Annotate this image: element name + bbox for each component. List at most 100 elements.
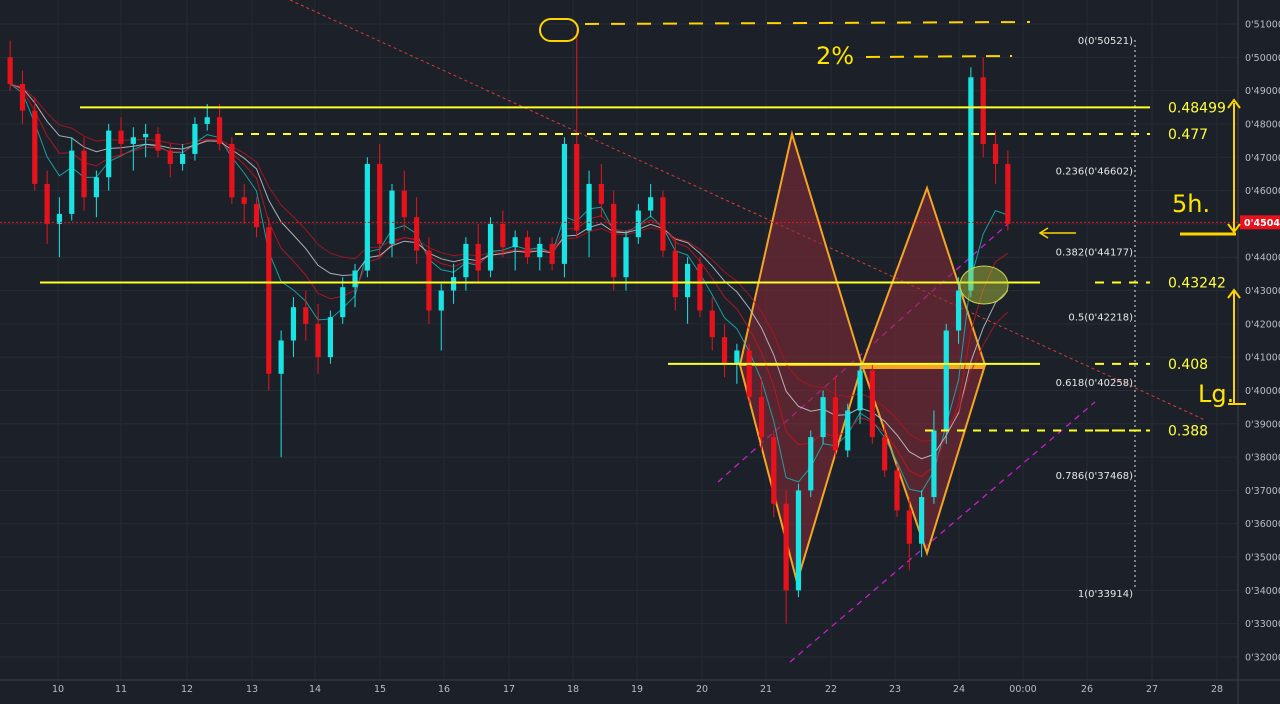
candle-body: [32, 110, 38, 184]
fib-label: 0.382(0'44177): [1056, 247, 1133, 258]
fib-label: 0.618(0'40258): [1056, 378, 1133, 389]
candle-body: [266, 227, 272, 374]
fib-label: 0(0'50521): [1078, 36, 1133, 47]
candle-body: [512, 237, 518, 248]
x-tick-label: 11: [115, 684, 127, 695]
candle-body: [229, 143, 235, 198]
high-circle: [539, 18, 579, 42]
moving-average-line: [10, 83, 1009, 442]
fib-label: 0.236(0'46602): [1056, 167, 1133, 178]
candle-body: [500, 223, 506, 248]
candle-body: [955, 290, 962, 331]
candle-body: [167, 150, 173, 164]
candle-body: [303, 307, 309, 324]
candle-body: [130, 137, 136, 144]
candle-body: [7, 57, 13, 84]
level-label: 0.408: [1168, 357, 1208, 373]
x-tick-label: 19: [631, 684, 643, 695]
candle-body: [919, 497, 925, 544]
high-dashed-line: [584, 21, 1031, 25]
candle-body: [721, 337, 728, 364]
candle-body: [832, 397, 839, 451]
short-arrow-head: [1227, 223, 1241, 234]
candle-body: [253, 203, 260, 228]
candle-body: [143, 133, 149, 138]
candle-body: [179, 153, 186, 164]
candle-body: [684, 263, 691, 298]
candle-body: [426, 250, 432, 311]
candle-body: [968, 77, 974, 291]
moving-average-line: [9, 83, 1008, 493]
last-price-badge: [1240, 215, 1280, 230]
candle-body: [278, 340, 284, 374]
candle-body: [648, 197, 654, 211]
candle-body: [697, 263, 703, 311]
candle-body: [192, 123, 198, 154]
x-tick-label: 27: [1146, 684, 1158, 695]
x-tick-label: 23: [889, 684, 901, 695]
candle-body: [709, 310, 715, 338]
x-tick-label: 13: [246, 684, 258, 695]
x-tick-label: 24: [953, 684, 965, 695]
candle-body: [290, 307, 297, 341]
pattern-triangle-upper: [738, 130, 864, 366]
candle-body: [561, 143, 568, 264]
x-tick-label: 10: [52, 684, 64, 695]
long-arrow-head: [1227, 288, 1241, 299]
candle-body: [81, 150, 87, 198]
x-tick-label: 28: [1211, 684, 1223, 695]
candle-body: [487, 223, 494, 271]
candle-body: [882, 437, 888, 471]
candle-body: [894, 470, 900, 511]
level-label: 0.388: [1168, 423, 1208, 439]
annotations: 2%5h.Lg.: [539, 18, 1246, 408]
candle-body: [475, 243, 481, 271]
x-tick-label: 22: [825, 684, 837, 695]
candle-body: [845, 410, 851, 451]
candle-body: [549, 243, 555, 264]
x-tick-label: 14: [309, 684, 321, 695]
candle-body: [1005, 163, 1011, 224]
candle-body: [44, 183, 50, 224]
x-tick-label: 18: [567, 684, 579, 695]
x-tick-label: 15: [374, 684, 386, 695]
trend-lines: [289, 0, 1206, 663]
price-pointer-head: [1038, 227, 1049, 239]
candle-body: [389, 190, 395, 244]
candle-body: [586, 183, 592, 231]
candle-body: [931, 430, 937, 498]
candle-body: [758, 397, 765, 438]
x-tick-label: 00:00: [1009, 684, 1036, 695]
candle-body: [598, 183, 604, 204]
candle-body: [450, 277, 457, 291]
candle-body: [524, 237, 531, 258]
candle-body: [820, 397, 826, 438]
candle-body: [340, 287, 346, 318]
horizontal-levels: 0.48499 0.477 0.43242 0.408 0.388: [40, 100, 1226, 439]
annotation-short: 5h.: [1172, 190, 1210, 218]
harmonic-patterns: [738, 130, 987, 586]
candle-body: [56, 213, 63, 224]
level-label: 0.477: [1168, 127, 1208, 143]
candle-body: [746, 350, 752, 398]
x-axis[interactable]: 10 11 12 13 14 15 16 17 18 19 20 21 22 23 24 00:00 26 27 2…: [52, 684, 1223, 695]
candle-body: [204, 117, 210, 124]
moving-averages: [9, 83, 1009, 493]
candle-body: [992, 143, 999, 164]
candle-body: [401, 190, 407, 218]
